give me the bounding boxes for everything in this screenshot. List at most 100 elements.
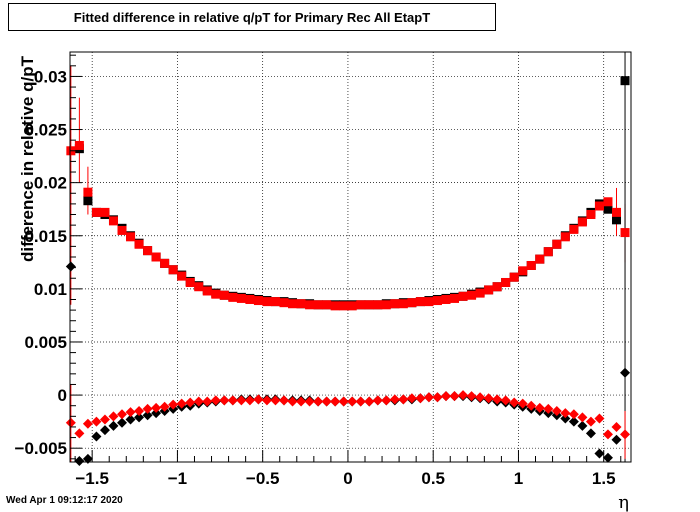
data-point (236, 293, 246, 303)
data-point (585, 428, 596, 439)
chart-title: Fitted difference in relative q/pT for P… (8, 3, 496, 31)
data-point (577, 217, 587, 227)
data-point (612, 215, 622, 225)
y-tick-label: 0.025 (24, 121, 67, 140)
data-point (117, 417, 128, 428)
data-point (603, 204, 613, 214)
data-point (313, 396, 324, 407)
data-point (586, 210, 596, 220)
data-point (620, 228, 630, 238)
data-point (424, 297, 434, 307)
data-point (577, 412, 588, 423)
data-point (423, 392, 434, 403)
tick-labels: −1.5 −1 −0.5 0 0.5 1 1.5 −0.005 0 0.005 0.01 0.015 0… (15, 67, 616, 488)
data-point (483, 393, 494, 404)
data-point (313, 300, 323, 310)
data-point (492, 282, 502, 292)
data-point (594, 413, 605, 424)
data-point (253, 394, 264, 405)
data-point (330, 396, 341, 407)
data-point (202, 286, 212, 296)
data-point (568, 409, 579, 420)
x-tick-label: 1.5 (592, 469, 616, 488)
data-point (91, 207, 101, 217)
data-point (389, 394, 400, 405)
data-point (219, 395, 230, 406)
series-2 (66, 140, 630, 311)
data-point (288, 299, 298, 309)
data-point (364, 300, 374, 310)
data-point (398, 299, 408, 309)
data-point (160, 258, 170, 268)
data-point (560, 232, 570, 242)
data-point (347, 396, 358, 407)
data-point (210, 395, 221, 406)
y-tick-label: 0.015 (24, 227, 67, 246)
x-tick-label: 1 (514, 469, 523, 488)
data-point (381, 300, 391, 310)
data-point (211, 289, 221, 299)
data-point (142, 410, 153, 421)
data-point (193, 396, 204, 407)
data-point (568, 416, 579, 427)
y-tick-label: −0.005 (15, 439, 67, 458)
data-point (202, 396, 213, 407)
data-point (620, 429, 631, 440)
x-tick-label: −1 (168, 469, 187, 488)
data-point (99, 425, 110, 436)
data-point (339, 301, 349, 311)
data-point (338, 396, 349, 407)
data-point (117, 409, 128, 420)
data-point (484, 285, 494, 295)
data-point (278, 395, 289, 406)
data-point (560, 413, 571, 424)
data-point (620, 367, 631, 378)
data-point (560, 408, 571, 419)
data-point (134, 412, 145, 423)
data-point (304, 396, 315, 407)
data-point (253, 296, 263, 306)
y-tick-label: 0.01 (34, 280, 67, 299)
data-point (108, 216, 118, 226)
data-point (74, 455, 85, 466)
data-point (594, 201, 604, 211)
x-tick-label: −0.5 (246, 469, 280, 488)
data-point (602, 452, 613, 463)
data-point (467, 290, 477, 300)
data-point (500, 395, 511, 406)
data-point (245, 294, 255, 304)
data-point (108, 420, 119, 431)
data-point (611, 434, 622, 445)
data-point (74, 428, 85, 439)
data-point (279, 298, 289, 308)
data-point (262, 297, 272, 307)
data-point (612, 207, 622, 217)
data-point (475, 392, 486, 403)
data-point (261, 395, 272, 406)
data-point (602, 429, 613, 440)
data-point (151, 252, 161, 262)
data-point (65, 417, 76, 428)
data-point (74, 140, 84, 150)
data-point (134, 406, 145, 417)
data-point (509, 272, 519, 282)
data-point (236, 395, 247, 406)
data-point (406, 393, 417, 404)
data-point (347, 301, 357, 311)
data-point (151, 402, 162, 413)
data-point (518, 266, 528, 276)
data-point (168, 265, 178, 275)
data-point (526, 260, 536, 270)
data-point (270, 297, 280, 307)
data-point (65, 261, 76, 272)
data-point (82, 453, 93, 464)
data-point (151, 408, 162, 419)
data-point (219, 290, 229, 300)
data-point (270, 395, 281, 406)
x-tick-label: 0.5 (421, 469, 445, 488)
data-point (594, 448, 605, 459)
data-point (611, 421, 622, 432)
data-point (227, 395, 238, 406)
y-axis-title: difference in relative q/pT (18, 55, 37, 262)
